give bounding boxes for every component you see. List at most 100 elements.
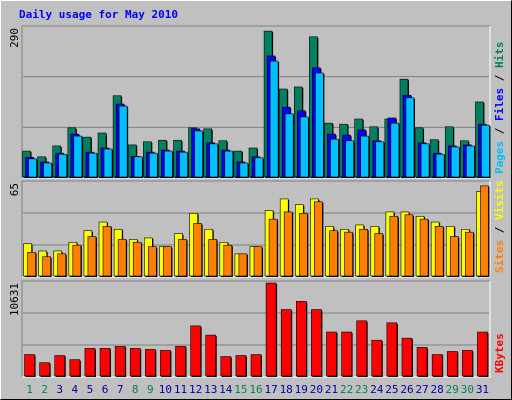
x-tick-label: 24 (370, 383, 384, 396)
bar (88, 152, 98, 178)
bar (69, 359, 81, 377)
bar (341, 331, 352, 377)
bar (314, 201, 323, 277)
legend-label: Visits (493, 180, 506, 220)
x-tick-label: 30 (461, 383, 474, 396)
bar (389, 215, 399, 277)
bar (326, 331, 337, 377)
bar (103, 148, 113, 178)
bar (298, 213, 308, 277)
bar (401, 337, 413, 377)
x-tick-label: 26 (400, 383, 413, 396)
x-tick-label: 8 (132, 383, 139, 396)
y-tick-label: 10631 (8, 283, 21, 316)
x-tick-label: 21 (325, 383, 338, 396)
bar (374, 233, 384, 277)
bar (462, 350, 473, 377)
bar (175, 346, 186, 377)
bar (404, 214, 414, 277)
legend-label: Sites (493, 240, 506, 273)
bar (299, 116, 309, 178)
y-tick-label: 65 (8, 183, 21, 196)
bar (390, 122, 400, 178)
bar (148, 246, 157, 277)
legend-label: KBytes (493, 333, 506, 373)
bar (253, 246, 263, 277)
bar (284, 113, 294, 178)
bar (224, 150, 234, 178)
bar (466, 145, 475, 178)
x-tick-label: 5 (87, 383, 94, 396)
bar (405, 97, 415, 178)
bar (344, 231, 353, 277)
x-tick-label: 29 (446, 383, 459, 396)
bar (114, 346, 126, 377)
legend-separator: / (493, 220, 506, 240)
legend-label: Files (493, 88, 506, 121)
bar (446, 351, 458, 377)
bar (420, 143, 430, 178)
legend-label: Pages (493, 141, 506, 174)
bar (265, 282, 277, 377)
chart-title: Daily usage for May 2010 (19, 8, 178, 21)
bar (205, 334, 217, 377)
bar (450, 146, 460, 178)
bar (295, 301, 307, 377)
bar (330, 138, 339, 178)
bar (465, 231, 474, 277)
bar (193, 223, 202, 277)
bar (359, 228, 368, 277)
x-tick-label: 6 (102, 383, 109, 396)
x-tick-label: 16 (249, 383, 262, 396)
bar (435, 153, 445, 178)
bar (239, 162, 249, 178)
legend-separator: / (493, 68, 506, 88)
bar (27, 252, 36, 277)
bar (102, 226, 112, 277)
bar (190, 325, 201, 377)
legend-separator: / (493, 121, 506, 141)
legend: KBytes (493, 333, 506, 373)
bar (280, 309, 292, 377)
x-tick-label: 11 (174, 383, 187, 396)
bar (386, 322, 398, 377)
bar (117, 239, 127, 277)
legend: Sites / Visits (493, 180, 506, 273)
bar (375, 141, 385, 178)
x-tick-label: 23 (355, 383, 368, 396)
x-tick-label: 14 (219, 383, 233, 396)
bar (238, 253, 248, 277)
bar (194, 130, 203, 178)
bar (160, 350, 171, 377)
x-tick-label: 22 (340, 383, 353, 396)
bar (72, 244, 82, 277)
bar (73, 135, 83, 178)
x-tick-label: 9 (147, 383, 154, 396)
bar (356, 320, 367, 377)
legend: Pages / Files / Hits (493, 42, 506, 175)
x-tick-label: 20 (310, 383, 323, 396)
bar (477, 331, 488, 377)
bar (145, 349, 156, 377)
bar (179, 151, 188, 178)
bar (118, 105, 128, 178)
bar (434, 226, 444, 277)
bar (43, 162, 52, 178)
x-tick-label: 7 (117, 383, 124, 396)
x-tick-label: 10 (159, 383, 172, 396)
bar (481, 124, 490, 178)
bar (132, 241, 142, 277)
bar (164, 150, 173, 178)
bar (42, 256, 51, 277)
bar (84, 348, 96, 377)
x-tick-label: 2 (41, 383, 48, 396)
bar (133, 156, 143, 178)
bar (223, 244, 233, 277)
x-tick-label: 15 (234, 383, 247, 396)
bar (235, 355, 247, 377)
legend-label: Hits (493, 42, 506, 69)
bar (209, 143, 219, 178)
bar (269, 60, 279, 178)
bar (315, 72, 324, 178)
